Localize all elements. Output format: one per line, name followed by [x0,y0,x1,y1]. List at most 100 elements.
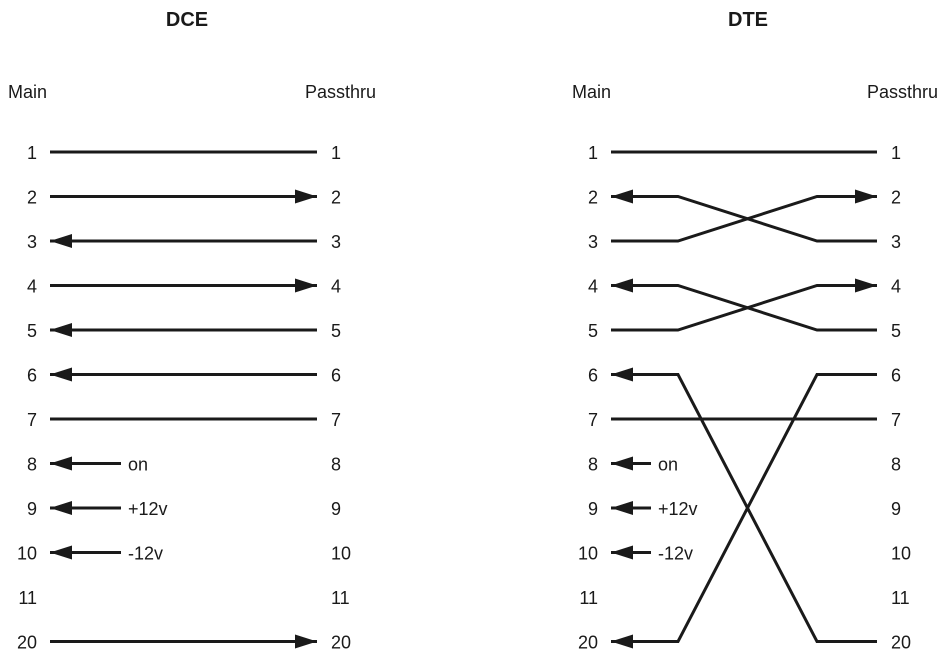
main-pin-label: 3 [27,232,37,252]
passthru-pin-label: 20 [891,633,911,652]
arrow-right-icon [855,278,877,293]
passthru-pin-label: 7 [891,410,901,430]
passthru-pin-label: 2 [331,188,341,208]
main-pin-label: 6 [27,366,37,386]
passthru-pin-label: 5 [891,321,901,341]
passthru-pin-label: 11 [891,588,910,608]
main-pin-label: 5 [588,321,598,341]
passthru-header: Passthru [305,82,376,102]
dce-panel: DCE Main Passthru 1 2 3 4 5 6 7 8 9 10 11 20 1 2 3 4 5 6… [8,9,376,652]
arrow-left-icon [611,501,633,515]
signal-label: on [658,455,678,475]
passthru-pin-label: 6 [891,366,901,386]
main-pin-label: 20 [578,633,598,652]
signal-label: on [128,455,148,475]
arrow-left-icon [50,234,72,248]
signal-source: on [611,455,678,475]
main-pin-label: 10 [17,544,37,564]
panel-title: DTE [728,9,768,31]
arrow-right-icon [295,189,317,204]
main-pin-label: 11 [18,588,37,608]
signal-source: +12v [611,499,698,519]
main-pin-label: 7 [588,410,598,430]
main-pin-label: 4 [27,277,37,297]
arrow-right-icon [855,189,877,204]
passthru-pin-label: 6 [331,366,341,386]
connection-wire [50,278,317,293]
passthru-pin-label: 9 [891,499,901,519]
passthru-pin-label: 2 [891,188,901,208]
passthru-pin-label: 7 [331,410,341,430]
passthru-pin-label: 10 [891,544,911,564]
main-pin-label: 1 [588,143,598,163]
connection-wire [611,278,877,332]
signal-source: -12v [611,544,693,564]
connection-wire [611,189,877,243]
signal-source: +12v [50,499,168,519]
main-header: Main [572,82,611,102]
passthru-pin-label: 11 [331,588,350,608]
connection-wire [611,367,877,643]
signal-label: +12v [658,499,698,519]
wire-line [611,195,877,243]
wire-line [611,284,877,332]
main-pin-label: 2 [27,188,37,208]
connection-wire [50,634,317,649]
passthru-pin-label: 20 [331,633,351,652]
passthru-pin-label: 5 [331,321,341,341]
passthru-pin-label: 8 [891,455,901,475]
connection-wire [50,234,317,248]
main-pin-label: 6 [588,366,598,386]
signal-label: -12v [128,544,163,564]
passthru-header: Passthru [867,82,938,102]
arrow-left-icon [611,367,633,382]
arrow-right-icon [295,278,317,293]
wire-line [611,373,877,643]
arrow-left-icon [611,634,633,649]
connection-wire [611,373,877,649]
main-pin-label: 1 [27,143,37,163]
arrow-left-icon [611,456,633,471]
main-pin-label: 9 [588,499,598,519]
signal-source: -12v [50,544,163,564]
main-pin-label: 3 [588,232,598,252]
main-pin-label: 9 [27,499,37,519]
main-pin-label: 11 [579,588,598,608]
arrow-right-icon [295,634,317,649]
passthru-pin-label: 3 [891,232,901,252]
main-pin-label: 20 [17,633,37,652]
passthru-pin-label: 10 [331,544,351,564]
main-pin-label: 5 [27,321,37,341]
arrow-left-icon [50,501,72,515]
panel-title: DCE [166,9,208,31]
arrow-left-icon [611,189,633,204]
main-pin-label: 7 [27,410,37,430]
passthru-pin-label: 4 [891,277,901,297]
arrow-left-icon [50,367,72,382]
arrow-left-icon [611,545,633,560]
connection-wire [50,189,317,204]
main-pin-label: 8 [588,455,598,475]
passthru-pin-label: 3 [331,232,341,252]
passthru-pin-label: 1 [331,143,341,163]
passthru-pin-label: 9 [331,499,341,519]
signal-label: -12v [658,544,693,564]
passthru-pin-label: 8 [331,455,341,475]
passthru-pin-label: 4 [331,277,341,297]
arrow-left-icon [611,278,633,293]
main-pin-label: 2 [588,188,598,208]
passthru-pin-label: 1 [891,143,901,163]
arrow-left-icon [50,323,72,337]
arrow-left-icon [50,545,72,560]
main-pin-label: 10 [578,544,598,564]
main-pin-label: 8 [27,455,37,475]
dte-panel: DTE Main Passthru 1 2 3 4 5 6 7 8 9 10 11 20 1 2 3 4 5 6… [572,9,938,652]
connection-wire [50,367,317,382]
connection-wire [50,323,317,337]
arrow-left-icon [50,456,72,471]
signal-label: +12v [128,499,168,519]
main-pin-label: 4 [588,277,598,297]
main-header: Main [8,82,47,102]
signal-source: on [50,455,148,475]
